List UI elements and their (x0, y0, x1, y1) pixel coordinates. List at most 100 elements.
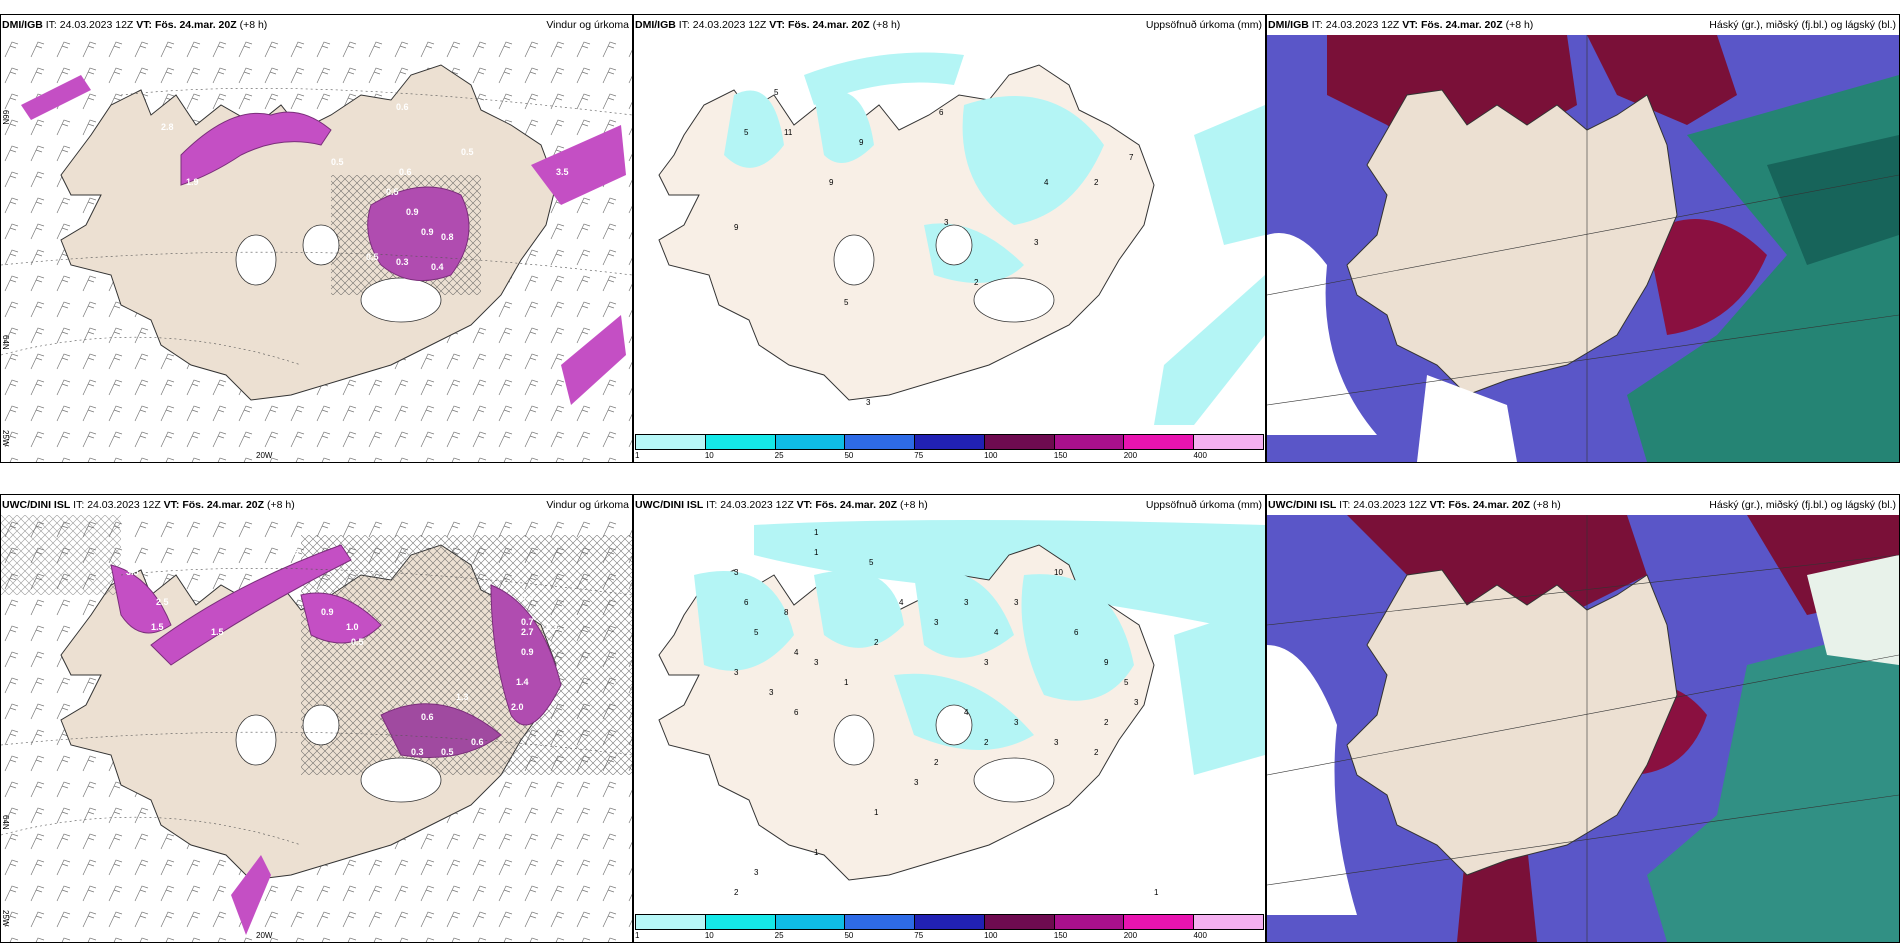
panel-header: DMI/IGB IT: 24.03.2023 12Z VT: Fös. 24.m… (1, 15, 632, 35)
precip-value: 2.7 (521, 627, 534, 637)
accum-value: 3 (866, 398, 871, 407)
accum-value: 5 (1124, 678, 1129, 687)
colorbar-tick: 150 (1053, 451, 1068, 460)
accum-value: 2 (1094, 748, 1099, 757)
colorbar-box (705, 435, 776, 449)
lead-time: (+8 h) (266, 499, 295, 511)
colorbar-tick: 150 (1053, 931, 1068, 940)
colorbar: 1 10 25 50 75 100 150 200 400 (634, 432, 1265, 462)
precip-band (561, 315, 626, 405)
lon-label-20w: 20W (256, 451, 273, 460)
colorbar-tick: 25 (774, 931, 784, 940)
precip-band (490, 584, 562, 726)
panel-title: Uppsöfnuð úrkoma (mm) (1145, 19, 1262, 31)
precip-area (1154, 275, 1265, 425)
accum-value: 4 (994, 628, 999, 637)
clear-sky (1267, 233, 1377, 435)
colorbar-boxes (635, 434, 1264, 450)
precip-value: 2.1 (546, 622, 559, 632)
accum-value: 3 (964, 598, 969, 607)
colorbar-box (1194, 915, 1264, 929)
precip-value: 0.9 (406, 207, 419, 217)
colorbar-tick: 200 (1123, 931, 1138, 940)
model-name: DMI/IGB (1268, 19, 1309, 31)
colorbar-box (845, 435, 916, 449)
graticule (1, 568, 632, 846)
precip-value: 0.6 (421, 712, 434, 722)
accum-value: 2 (1104, 718, 1109, 727)
precip-value: 3.5 (556, 167, 569, 177)
panel-header: UWC/DINI ISL IT: 24.03.2023 12Z VT: Fös.… (1, 495, 632, 515)
precip-band (380, 703, 502, 758)
glacier (302, 704, 340, 746)
accum-value: 2 (1094, 178, 1099, 187)
colorbar-tick: 75 (914, 931, 924, 940)
lead-time: (+8 h) (1505, 19, 1534, 31)
panel-header: DMI/IGB IT: 24.03.2023 12Z VT: Fös. 24.m… (634, 15, 1265, 35)
lon-label-20w: 20W (256, 931, 273, 940)
precip-area (804, 52, 964, 105)
accum-value: 6 (794, 708, 799, 717)
colorbar-tick: 1 (635, 931, 640, 940)
high-cloud-layer (1347, 515, 1647, 615)
colorbar-box (1054, 435, 1125, 449)
precip-area (1194, 105, 1265, 245)
model-name: UWC/DINI ISL (2, 499, 71, 511)
accum-value: 4 (1044, 178, 1049, 187)
it-label: IT: (45, 19, 57, 31)
panel-header: UWC/DINI ISL IT: 24.03.2023 12Z VT: Fös.… (634, 495, 1265, 515)
precip-value: 1.9 (186, 177, 199, 187)
precip-band (231, 855, 271, 935)
lat-label-66n: 66N (1, 110, 10, 125)
vt-label: VT: (769, 19, 786, 31)
precip-band (180, 111, 332, 186)
colorbar: 1 10 25 50 75 100 150 200 400 (634, 912, 1265, 942)
panel-uwc-accum: UWC/DINI ISL IT: 24.03.2023 12Z VT: Fös.… (633, 494, 1266, 943)
it-value: 24.03.2023 12Z (87, 499, 161, 511)
colorbar-box (1054, 915, 1125, 929)
precip-value: 0.5 (331, 157, 344, 167)
lat-label-64n: 64N (1, 815, 10, 830)
accum-value: 3 (734, 668, 739, 677)
it-label: IT: (1339, 499, 1351, 511)
accum-value: 6 (1074, 628, 1079, 637)
colorbar-tick: 75 (914, 451, 924, 460)
wind-precip-map: 3.5 2.5 1.5 1.5 1.6 0.9 1.0 0.5 0.4 0.7 0.9 1.4 2.0 1… (1, 515, 632, 942)
colorbar-ticks: 1 10 25 50 75 100 150 200 400 (635, 931, 1264, 941)
accum-value: 1 (844, 678, 849, 687)
precip-area (814, 570, 904, 648)
model-name: UWC/DINI ISL (1268, 499, 1337, 511)
glacier (235, 234, 277, 286)
colorbar-tick: 10 (704, 931, 714, 940)
precip-area (1021, 574, 1134, 701)
colorbar-tick: 10 (704, 451, 714, 460)
colorbar-box (915, 435, 985, 449)
iceland-landmass (1346, 89, 1678, 396)
precip-value: 0.9 (321, 607, 334, 617)
accum-value: 3 (1134, 698, 1139, 707)
glacier (833, 234, 875, 286)
accum-value: 2 (934, 758, 939, 767)
glacier (973, 277, 1055, 323)
panel-uwc-cloud: UWC/DINI ISL IT: 24.03.2023 12Z VT: Fös.… (1266, 494, 1900, 943)
precip-value: 0.5 (351, 637, 364, 647)
precip-value: 0.7 (521, 617, 534, 627)
accum-value: 3 (754, 868, 759, 877)
accum-value: 2 (734, 888, 739, 897)
colorbar-box (984, 435, 1055, 449)
accum-value: 3 (1034, 238, 1039, 247)
accum-value: 3 (1014, 718, 1019, 727)
panel-title: Uppsöfnuð úrkoma (mm) (1145, 499, 1262, 511)
lead-time: (+8 h) (239, 19, 268, 31)
glacier (973, 757, 1055, 803)
precip-value: 1.6 (286, 547, 299, 557)
precip-area (724, 90, 784, 168)
colorbar-box (1194, 435, 1264, 449)
precip-band (300, 592, 382, 644)
precip-value: 0.3 (411, 747, 424, 757)
high-cloud-layer (1587, 35, 1737, 125)
accum-value-labels: 55119699543323722 (734, 88, 1134, 407)
vt-value: Fös. 24.mar. 20Z (815, 499, 898, 511)
precip-area (914, 571, 1014, 658)
precip-value: 3.5 (126, 567, 139, 577)
